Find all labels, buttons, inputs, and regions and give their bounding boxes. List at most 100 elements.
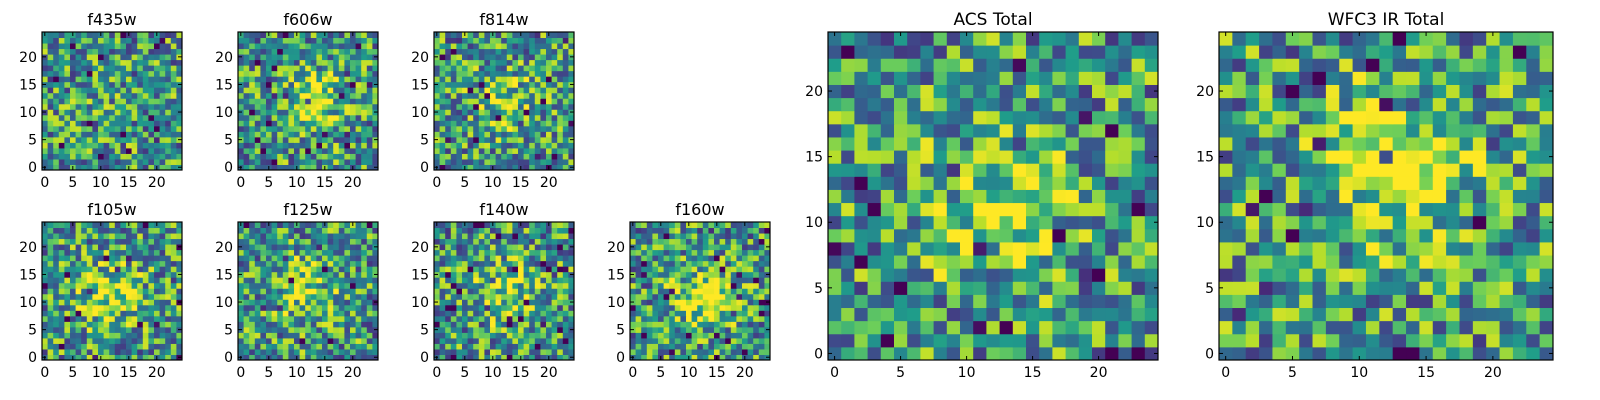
heatmap-cell <box>75 222 82 229</box>
heatmap-cell <box>333 136 340 143</box>
heatmap-cell <box>282 37 289 44</box>
heatmap-cell <box>907 228 921 243</box>
heatmap-cell <box>260 321 267 328</box>
heatmap-cell <box>680 282 687 289</box>
heatmap-cell <box>338 103 345 110</box>
heatmap-cell <box>154 282 161 289</box>
heatmap-cell <box>266 310 273 317</box>
heatmap-cell <box>742 310 749 317</box>
heatmap-cell <box>81 98 88 105</box>
heatmap-cell <box>327 299 334 306</box>
heatmap-cell <box>81 277 88 284</box>
heatmap-cell <box>1052 320 1067 335</box>
heatmap-cell <box>490 293 497 300</box>
heatmap-cell <box>154 249 161 256</box>
heatmap-cell <box>238 315 245 322</box>
heatmap-cell <box>131 255 138 262</box>
heatmap-cell <box>714 255 721 262</box>
heatmap-cell <box>42 103 49 110</box>
heatmap-cell <box>159 109 166 116</box>
heatmap-cell <box>742 321 749 328</box>
heatmap-cell <box>366 48 373 55</box>
heatmap-cell <box>434 343 441 350</box>
heatmap-cell <box>568 125 575 132</box>
heatmap-cell <box>277 260 284 267</box>
heatmap-cell <box>506 54 513 61</box>
heatmap-cell <box>271 43 278 50</box>
heatmap-cell <box>445 277 452 284</box>
heatmap-cell <box>70 109 77 116</box>
heatmap-cell <box>355 332 362 339</box>
heatmap-cell <box>142 315 149 322</box>
heatmap-cell <box>518 304 525 311</box>
y-tick-label: 20 <box>411 50 429 66</box>
heatmap-cell <box>854 176 869 190</box>
heatmap-cell <box>669 238 676 245</box>
heatmap-cell <box>254 164 261 171</box>
heatmap-cell <box>327 103 334 110</box>
heatmap-cell <box>75 315 82 322</box>
heatmap-cell <box>58 282 65 289</box>
heatmap-cell <box>327 54 334 61</box>
heatmap-cell <box>58 48 65 55</box>
heatmap-cell <box>702 277 709 284</box>
heatmap-cell <box>518 131 525 138</box>
heatmap-cell <box>154 304 161 311</box>
heatmap-cell <box>131 158 138 165</box>
heatmap-cell <box>1131 241 1146 256</box>
heatmap-cell <box>355 43 362 50</box>
heatmap-cell <box>495 227 502 234</box>
heatmap-cell <box>697 321 704 328</box>
heatmap-cell <box>47 98 54 105</box>
heatmap-cell <box>730 233 737 240</box>
heatmap-cell <box>439 70 446 77</box>
heatmap-cell <box>299 326 306 333</box>
heatmap-cell <box>271 48 278 55</box>
heatmap-cell <box>53 321 60 328</box>
heatmap-cell <box>42 158 49 165</box>
heatmap-cell <box>47 227 54 234</box>
heatmap-cell <box>557 260 564 267</box>
heatmap-cell <box>501 332 508 339</box>
heatmap-cell <box>47 70 54 77</box>
heatmap-cell <box>42 153 49 160</box>
heatmap-cell <box>646 321 653 328</box>
heatmap-cell <box>719 282 726 289</box>
heatmap-cell <box>92 233 99 240</box>
heatmap-cell <box>75 125 82 132</box>
heatmap-cell <box>42 120 49 127</box>
heatmap-cell <box>1078 333 1093 348</box>
heatmap-cell <box>546 98 553 105</box>
heatmap-cell <box>355 348 362 355</box>
heatmap-cell <box>372 70 379 77</box>
heatmap-cell <box>64 222 71 229</box>
heatmap-cell <box>243 304 250 311</box>
heatmap-cell <box>361 109 368 116</box>
heatmap-cell <box>434 142 441 149</box>
heatmap-cell <box>1131 268 1146 282</box>
heatmap-cell <box>445 109 452 116</box>
heatmap-cell <box>372 260 379 267</box>
heatmap-cell <box>478 304 485 311</box>
heatmap-cell <box>854 294 869 309</box>
heatmap-cell <box>523 304 530 311</box>
y-tick-label: 0 <box>28 160 37 176</box>
heatmap-cell <box>663 233 670 240</box>
heatmap-cell <box>131 282 138 289</box>
heatmap-cell <box>114 233 121 240</box>
heatmap-cell <box>142 59 149 66</box>
heatmap-cell <box>663 266 670 273</box>
heatmap-cell <box>462 260 469 267</box>
heatmap-cell <box>355 65 362 72</box>
heatmap-cell <box>58 158 65 165</box>
heatmap-cell <box>702 260 709 267</box>
heatmap-cell <box>450 343 457 350</box>
heatmap-cell <box>753 233 760 240</box>
heatmap-cell <box>271 147 278 154</box>
heatmap-cell <box>176 92 183 99</box>
heatmap-cell <box>75 147 82 154</box>
heatmap-cell <box>120 271 127 278</box>
heatmap-cell <box>467 81 474 88</box>
heatmap-cell <box>512 92 519 99</box>
heatmap-cell <box>669 227 676 234</box>
